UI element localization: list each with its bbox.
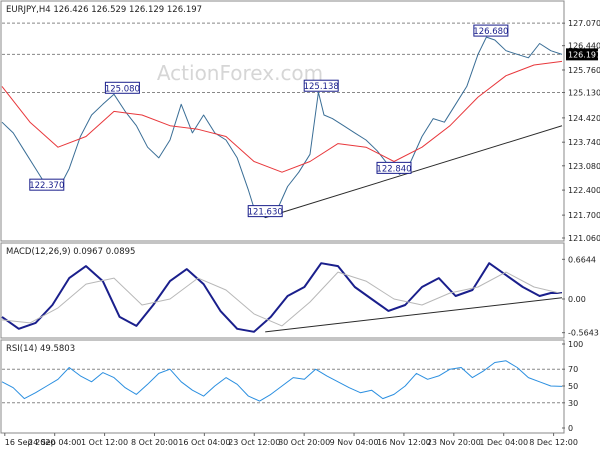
- macd-panel-title: MACD(12,26,9) 0.0967 0.0895: [6, 247, 135, 257]
- xtick-label: 16 Nov 12:00: [377, 438, 431, 447]
- series-layer: [1, 36, 563, 402]
- grid-layer: [2, 22, 562, 404]
- price-annotation-box: [29, 178, 65, 191]
- price-ytick-label: 126.440: [568, 42, 600, 51]
- xtick-label: 16 Oct 04:00: [178, 438, 230, 447]
- rsi-ytick-label: 0: [568, 424, 573, 433]
- price-annotation-box: [247, 205, 283, 218]
- macd-panel-frame: [0, 242, 565, 339]
- price-ytick-label: 125.130: [568, 89, 600, 98]
- macd-ytick-label: -0.5643: [568, 329, 599, 338]
- xtick-label: 24 Sep 04:00: [28, 438, 81, 447]
- price-ytick-label: 125.760: [568, 66, 600, 75]
- macd-macd-line: [1, 262, 562, 333]
- price-annotation-label: 122.370: [29, 181, 64, 191]
- price-ytick-label: 123.080: [568, 162, 600, 171]
- macd-ytick-label: 0.00: [568, 295, 586, 304]
- price-annotation-label: 126.680: [473, 27, 508, 37]
- rsi-ytick-label: 70: [568, 365, 578, 374]
- price-price-line: [1, 36, 563, 219]
- xtick-label: 8 Dec 12:00: [529, 438, 578, 447]
- macd-trendline: [265, 297, 563, 333]
- xtick-label: 8 Oct 20:00: [131, 438, 178, 447]
- price-ytick-label: 121.700: [568, 211, 600, 220]
- price-annotation-label: 125.138: [304, 82, 339, 92]
- macd-signal-line: [1, 271, 563, 327]
- price-ytick-label: 124.420: [568, 114, 600, 123]
- price-panel-title: EURJPY,H4 126.426 126.529 126.129 126.19…: [6, 5, 202, 15]
- rsi-rsi-line: [1, 360, 563, 402]
- price-annotation-box: [376, 161, 412, 174]
- price-annotation-box: [303, 79, 339, 92]
- price-annotation-box: [104, 81, 140, 94]
- rsi-panel-frame: [0, 339, 565, 434]
- xtick-label: 30 Oct 20:00: [278, 438, 330, 447]
- last-price-label: 126.197: [568, 50, 600, 59]
- price-annotation-label: 121.630: [248, 208, 283, 218]
- xtick-label: 9 Nov 04:00: [330, 438, 379, 447]
- xtick-label: 16 Sep 2020: [5, 438, 56, 447]
- xtick-label: 23 Oct 12:00: [228, 438, 280, 447]
- price-annotation-box: [473, 24, 509, 37]
- price-ytick-label: 121.060: [568, 234, 600, 243]
- rsi-panel-title: RSI(14) 49.5803: [6, 344, 75, 354]
- rsi-ytick-label: 30: [568, 399, 578, 408]
- axis-layer: 127.070 126.440 125.760 125.130 124.420 123.7…: [4, 19, 600, 447]
- last-price-box: [566, 48, 598, 61]
- price-annotation-label: 122.840: [376, 164, 411, 174]
- xtick-label: 1 Dec 04:00: [479, 438, 528, 447]
- annotation-layer: 125.080 122.370 125.138 121.630 122.840 126.6…: [29, 24, 509, 218]
- watermark: ActionForex.com: [157, 61, 323, 85]
- price-trendline: [265, 125, 563, 219]
- xtick-label: 1 Oct 12:00: [81, 438, 128, 447]
- price-panel-frame: [0, 0, 565, 242]
- xtick-label: 23 Nov 20:00: [427, 438, 481, 447]
- price-ytick-label: 123.740: [568, 138, 600, 147]
- price-ytick-label: 127.070: [568, 19, 600, 28]
- price-ma-line: [1, 60, 563, 173]
- rsi-ytick-label: 50: [568, 382, 578, 391]
- price-ytick-label: 122.400: [568, 186, 600, 195]
- price-annotation-label: 125.080: [105, 84, 140, 94]
- macd-ytick-label: 0.6644: [568, 255, 596, 264]
- rsi-ytick-label: 100: [568, 340, 583, 349]
